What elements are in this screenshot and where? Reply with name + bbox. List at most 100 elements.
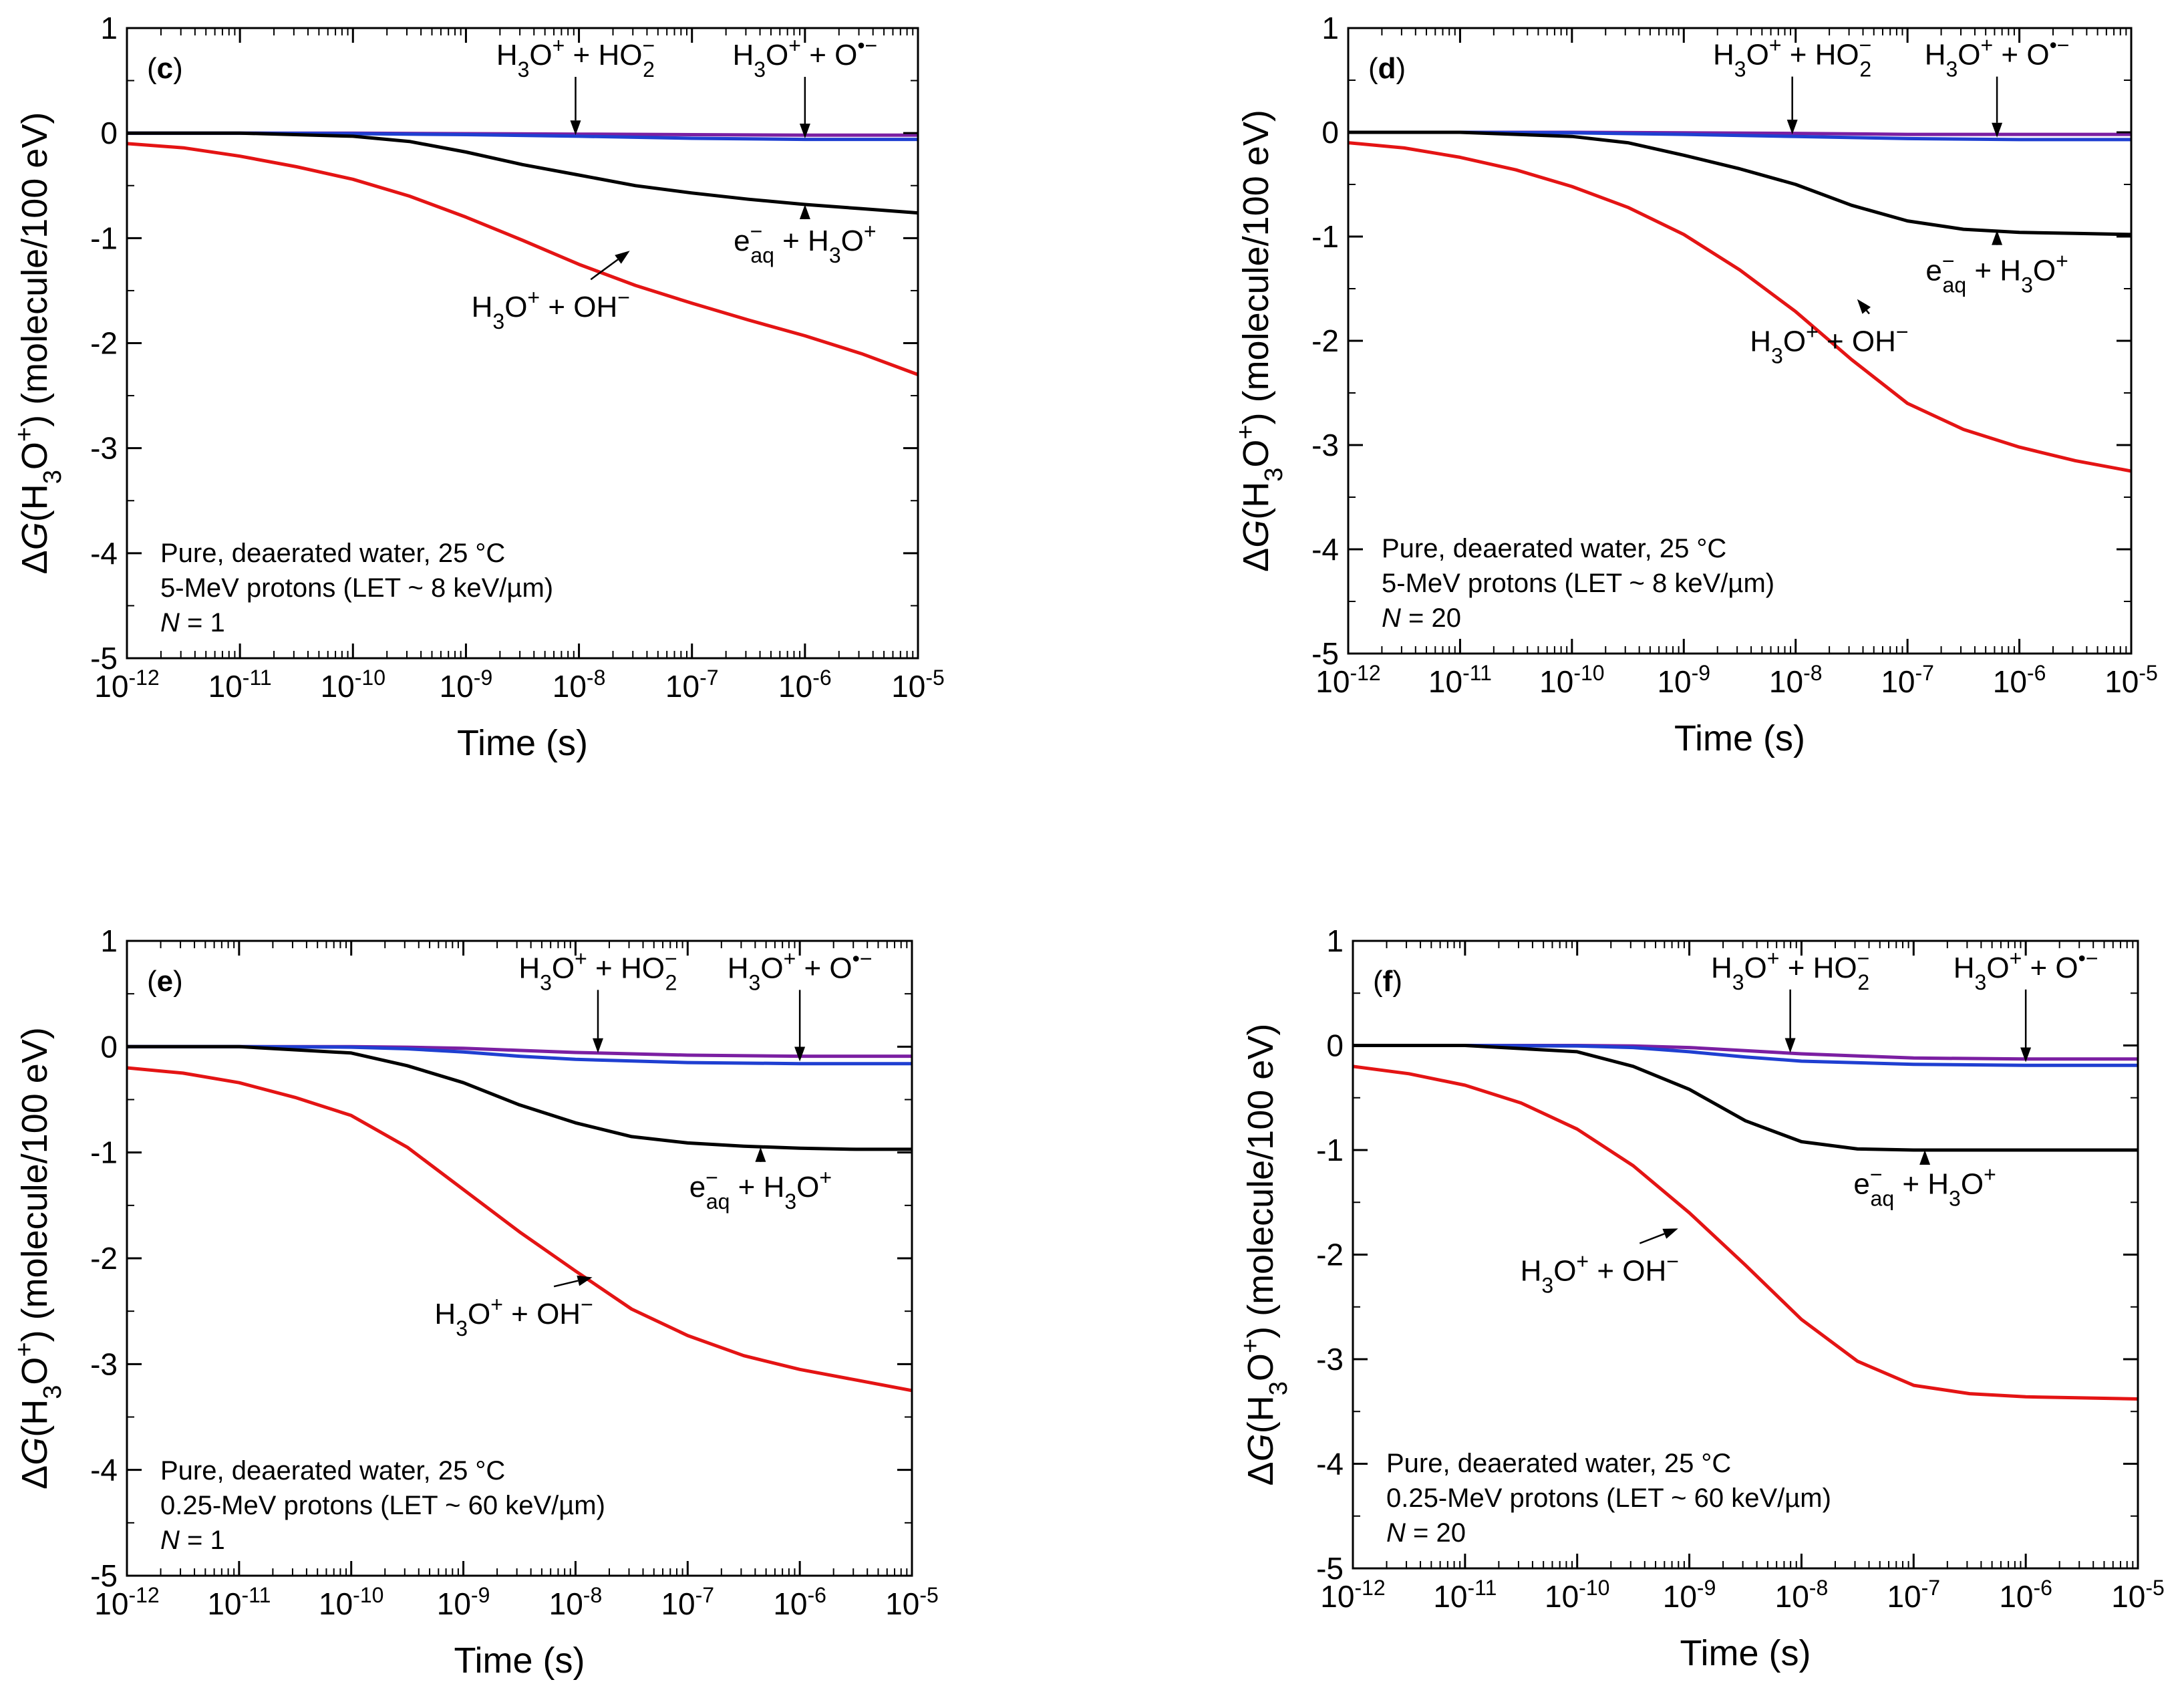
series-line-3 [127, 142, 918, 376]
annotation-arrow [553, 1280, 579, 1288]
series-line-1 [127, 1044, 912, 1066]
panel-label: (d) [1368, 52, 1406, 85]
x-tick-label: 10-9 [1657, 661, 1710, 699]
x-tick-label: 10-8 [549, 1583, 603, 1621]
y-tick-label: -3 [1316, 1342, 1344, 1377]
series-annotation: e− aq + H3O+ [1853, 1163, 1996, 1211]
annotation-arrowhead [799, 124, 810, 138]
y-tick-label: 1 [1326, 924, 1344, 958]
condition-text: N = 20 [1382, 603, 1461, 633]
y-tick-label: 0 [100, 116, 118, 150]
condition-text: Pure, deaerated water, 25 °C [1386, 1449, 1731, 1478]
series-annotation: H3O+ + HO− 2 [518, 946, 677, 994]
annotation-arrowhead [1786, 120, 1798, 135]
y-tick-label: -4 [90, 1453, 118, 1488]
x-tick-label: 10-12 [1320, 1576, 1385, 1614]
annotation-arrowhead [1919, 1150, 1931, 1165]
condition-text: 0.25-MeV protons (LET ~ 60 keV/µm) [160, 1491, 605, 1520]
y-axis-title: ΔG(H3O+) (molecule/100 eV) [11, 1027, 67, 1490]
x-tick-label: 10-11 [207, 1583, 271, 1621]
chart-panel-f: 10-12 10-11 10-10 10-9 10-8 10-7 10-6 10-5 1 0 -1 -… [1237, 924, 2165, 1673]
y-tick-label: -1 [1311, 219, 1339, 254]
y-tick-label: -4 [1316, 1447, 1344, 1481]
chart-panel-d: 10-12 10-11 10-10 10-9 10-8 10-7 10-6 10-5 1 0 -1 -… [1232, 11, 2158, 758]
series-annotation: H3O+ + O•− [728, 946, 873, 994]
annotation-arrowhead [615, 251, 630, 264]
annotation-arrow [1639, 1233, 1665, 1244]
x-axis-title: Time (s) [1674, 718, 1805, 758]
y-tick-label: -2 [1311, 323, 1339, 358]
y-axis-title: ΔG(H3O+) (molecule/100 eV) [1232, 110, 1288, 572]
series-annotation: H3O+ + OH− [1750, 320, 1908, 368]
panel-label: (e) [147, 965, 183, 998]
series-annotation: H3O+ + HO− 2 [1713, 33, 1871, 82]
y-tick-label: -1 [90, 1135, 118, 1170]
series-annotation: H3O+ + O•− [1925, 33, 2070, 82]
x-axis-title: Time (s) [457, 723, 588, 763]
x-tick-label: 10-8 [553, 666, 606, 704]
x-tick-label: 10-10 [321, 666, 385, 704]
x-tick-label: 10-11 [1433, 1576, 1497, 1614]
x-tick-label: 10-9 [440, 666, 493, 704]
y-tick-label: -2 [1316, 1238, 1344, 1272]
x-tick-label: 10-9 [437, 1583, 490, 1621]
series-line-2 [127, 1044, 912, 1151]
series-annotation: H3O+ + OH− [472, 285, 630, 333]
chart-panel-e: 10-12 10-11 10-10 10-9 10-8 10-7 10-6 10-5 1 0 -1 -… [11, 924, 939, 1681]
x-tick-label: 10-7 [661, 1583, 714, 1621]
y-tick-label: 0 [1326, 1028, 1344, 1063]
series-line-3 [127, 1066, 912, 1393]
y-tick-label: 0 [100, 1029, 118, 1064]
series-annotation: H3O+ + HO− 2 [1711, 946, 1869, 994]
condition-text: Pure, deaerated water, 25 °C [160, 539, 505, 568]
x-tick-label: 10-5 [891, 666, 945, 704]
x-tick-label: 10-10 [1539, 661, 1604, 699]
series-annotation: H3O+ + OH− [434, 1292, 593, 1340]
series-annotation: e− aq + H3O+ [734, 219, 876, 267]
annotation-arrowhead [570, 120, 581, 136]
annotation-arrowhead [799, 204, 810, 219]
condition-text: N = 1 [160, 608, 225, 638]
x-tick-label: 10-7 [1887, 1576, 1940, 1614]
y-tick-label: -5 [90, 1558, 118, 1593]
x-tick-label: 10-8 [1775, 1576, 1829, 1614]
condition-text: N = 20 [1386, 1518, 1466, 1548]
series-annotation: e− aq + H3O+ [689, 1165, 832, 1214]
x-tick-label: 10-5 [885, 1583, 939, 1621]
y-tick-label: 0 [1321, 115, 1339, 150]
annotation-arrowhead [593, 1038, 603, 1053]
panel-label: (c) [147, 52, 183, 85]
chart-panel-c: 10-12 10-11 10-10 10-9 10-8 10-7 10-6 10-5 1 0 -1 -… [11, 11, 945, 763]
x-tick-label: 10-10 [1545, 1576, 1609, 1614]
condition-text: N = 1 [160, 1526, 225, 1555]
y-tick-label: -1 [1316, 1133, 1344, 1167]
series-line-2 [127, 131, 918, 215]
series-annotation: H3O+ + OH− [1521, 1250, 1679, 1298]
x-tick-label: 10-6 [1993, 661, 2046, 699]
annotation-arrow [590, 259, 619, 281]
condition-text: 5-MeV protons (LET ~ 8 keV/µm) [160, 573, 553, 603]
y-tick-label: -5 [1316, 1551, 1344, 1586]
series-annotation: H3O+ + O•− [1954, 946, 2098, 994]
x-tick-label: 10-6 [1999, 1576, 2052, 1614]
y-tick-label: -4 [90, 536, 118, 571]
condition-text: Pure, deaerated water, 25 °C [1382, 534, 1726, 563]
series-annotation: e− aq + H3O+ [1925, 249, 2068, 297]
series-line-2 [1353, 1044, 2138, 1152]
x-axis-title: Time (s) [454, 1641, 585, 1681]
x-tick-label: 10-8 [1769, 661, 1823, 699]
y-tick-label: -2 [90, 326, 118, 361]
annotation-arrowhead [1992, 230, 2003, 245]
x-tick-label: 10-7 [665, 666, 719, 704]
y-axis-title: ΔG(H3O+) (molecule/100 eV) [1237, 1024, 1293, 1486]
y-tick-label: 1 [1321, 11, 1339, 45]
condition-text: 5-MeV protons (LET ~ 8 keV/µm) [1382, 569, 1774, 598]
annotation-arrowhead [1992, 122, 2003, 138]
x-tick-label: 10-6 [773, 1583, 826, 1621]
x-tick-label: 10-12 [94, 666, 159, 704]
annotation-arrow [1865, 309, 1870, 315]
series-line-3 [1348, 141, 2131, 473]
x-tick-label: 10-5 [2111, 1576, 2165, 1614]
x-tick-label: 10-12 [94, 1583, 159, 1621]
